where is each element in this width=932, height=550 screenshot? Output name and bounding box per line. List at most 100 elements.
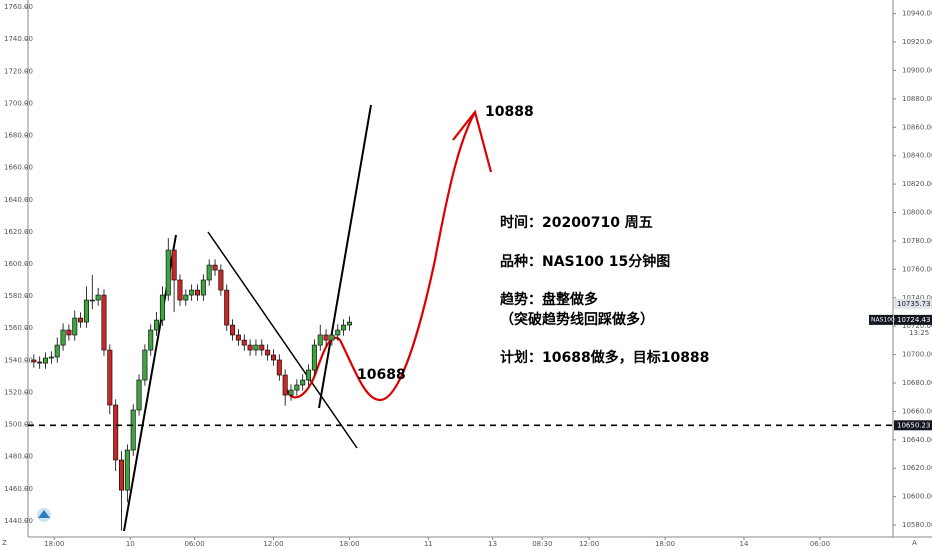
y-tick-label: 1600.00 xyxy=(4,260,33,268)
y2-tick-label: 10600.00 xyxy=(902,493,932,501)
forecast-curve xyxy=(283,111,476,402)
y2-tick-label: 10760.00 xyxy=(902,265,932,273)
candle-body xyxy=(265,349,271,356)
x-tick-label: 12:00 xyxy=(263,540,283,548)
y-tick-label: 1740.00 xyxy=(4,35,33,43)
candle-body xyxy=(218,269,224,291)
candle-body xyxy=(300,379,306,386)
candle-body xyxy=(253,344,259,351)
x-tick-label: 18:00 xyxy=(655,540,675,548)
candle-body xyxy=(142,349,148,381)
symbol-box xyxy=(869,314,893,325)
candle-body xyxy=(282,374,288,396)
trendline xyxy=(318,104,372,409)
y-tick-label: 1660.00 xyxy=(4,164,33,172)
candle-body xyxy=(189,289,195,296)
drawings xyxy=(123,104,493,532)
y-tick-label: 1480.00 xyxy=(4,453,33,461)
candle-body xyxy=(346,321,352,326)
candle-body xyxy=(177,279,183,301)
candle-body xyxy=(235,334,241,341)
note: 品种：NAS100 15分钟图 xyxy=(500,253,670,270)
candle-body xyxy=(329,334,335,341)
candle-body xyxy=(288,389,294,396)
y2-tick-label: 10700.00 xyxy=(902,351,932,359)
price-label-box xyxy=(894,298,932,309)
y2-tick-label: 10720.00 xyxy=(902,322,932,330)
y2-tick-label: 10800.00 xyxy=(902,209,932,217)
candle-body xyxy=(171,249,177,281)
note: （突破趋势线回踩做多） xyxy=(500,311,654,328)
candle-body xyxy=(48,356,54,359)
candle-body xyxy=(259,344,265,351)
candle-body xyxy=(224,289,230,326)
candle-body xyxy=(294,384,300,391)
price-label: 10724.43 xyxy=(897,316,930,324)
y-tick-label: 1760.00 xyxy=(4,3,33,11)
candle-body xyxy=(183,294,189,301)
candle-body xyxy=(230,324,236,336)
y-tick-label: 1680.00 xyxy=(4,132,33,140)
forecast-arrow xyxy=(452,109,493,173)
note: 计划：10688做多，目标10888 xyxy=(500,349,709,366)
x-tick-label: 13 xyxy=(488,540,497,548)
x-tick-label: 11 xyxy=(424,540,433,548)
y-tick-label: 1460.00 xyxy=(4,485,33,493)
candle-body xyxy=(270,354,276,361)
candle-body xyxy=(341,324,347,331)
y-tick-label: 1580.00 xyxy=(4,292,33,300)
candle-body xyxy=(54,344,60,358)
y2-tick-label: 10860.00 xyxy=(902,123,932,131)
x-tick-label: 10 xyxy=(126,540,135,548)
price-label-box xyxy=(894,314,932,325)
note: 趋势：盘整做多 xyxy=(500,291,598,308)
price-label: 10735.73 xyxy=(897,300,930,308)
y-tick-label: 1500.00 xyxy=(4,421,33,429)
candle-body xyxy=(276,359,282,376)
y-tick-label: 1720.00 xyxy=(4,67,33,75)
candle-body xyxy=(323,334,329,341)
candle-body xyxy=(101,294,107,351)
candle-body xyxy=(78,317,84,323)
y2-tick-label: 10840.00 xyxy=(902,152,932,160)
candle-body xyxy=(165,249,171,296)
y2-tick-label: 10940.00 xyxy=(902,10,932,18)
logo xyxy=(37,508,51,522)
candle-body xyxy=(43,357,49,364)
candle-body xyxy=(335,329,341,336)
y2-tick-label: 10640.00 xyxy=(902,436,932,444)
x-tick-label: 08:30 xyxy=(532,540,552,548)
corner-label: Z xyxy=(2,539,7,547)
entry-label: 10688 xyxy=(357,367,406,383)
y-tick-label: 1700.00 xyxy=(4,99,33,107)
y2-tick-label: 10680.00 xyxy=(902,379,932,387)
y-tick-label: 1520.00 xyxy=(4,388,33,396)
candle-body xyxy=(317,334,323,346)
x-tick-label: 18:00 xyxy=(44,540,64,548)
countdown: 13:25 xyxy=(909,329,929,337)
trendline xyxy=(207,231,358,449)
x-tick-label: 06:00 xyxy=(184,540,204,548)
symbol-label: NAS100 xyxy=(871,316,895,323)
candle-body xyxy=(124,449,130,491)
candle-body xyxy=(206,264,212,281)
y-tick-label: 1440.00 xyxy=(4,517,33,525)
candle-body xyxy=(107,349,113,406)
y2-tick-label: 10660.00 xyxy=(902,407,932,415)
candle-body xyxy=(136,379,142,411)
candle-body xyxy=(31,359,37,363)
y2-tick-label: 10740.00 xyxy=(902,294,932,302)
candle-body xyxy=(194,289,200,296)
candle-body xyxy=(72,317,78,336)
x-tick-label: 18:00 xyxy=(339,540,359,548)
candle-body xyxy=(306,369,312,381)
x-tick-label: 14 xyxy=(740,540,749,548)
candle-body xyxy=(200,279,206,296)
candle-body xyxy=(247,344,253,351)
candle-body xyxy=(95,294,101,301)
candle-body xyxy=(154,319,160,331)
y2-tick-label: 10880.00 xyxy=(902,95,932,103)
price-label-box xyxy=(894,420,932,431)
